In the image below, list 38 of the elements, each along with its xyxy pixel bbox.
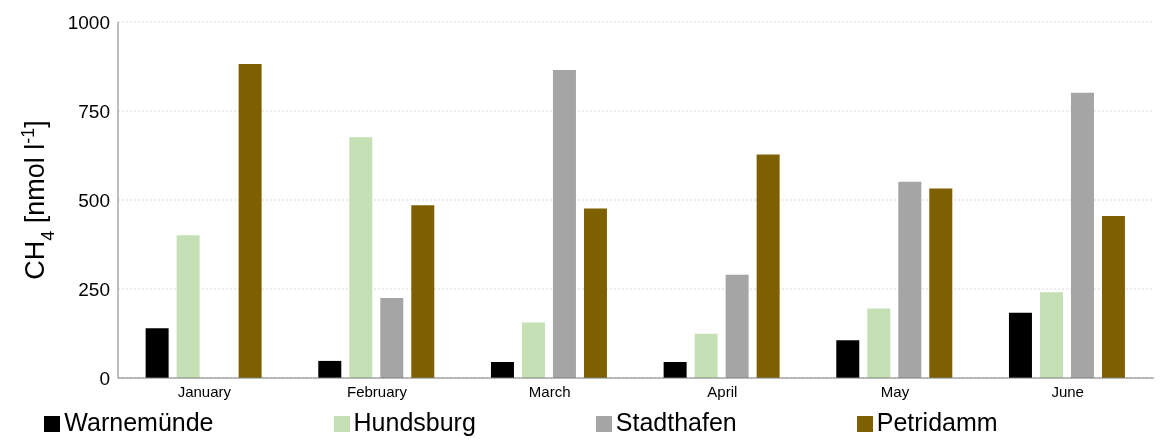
x-tick-label: June [1051,382,1084,400]
x-tick-label: January [177,382,232,400]
bar [1008,312,1032,378]
bar [318,360,342,378]
legend-label: Warnemünde [64,408,214,436]
y-tick-label: 250 [78,278,110,300]
bar [176,235,200,378]
bar [663,361,687,378]
bar [1039,292,1063,378]
x-tick-label: February [346,382,408,400]
bar [552,70,576,378]
bar [1101,216,1125,378]
y-tick-label: 1000 [67,11,110,33]
legend-label: Hundsburg [353,408,476,436]
x-tick-label: May [880,382,910,400]
bar [725,274,749,378]
bar [380,297,404,378]
y-tick-label: 0 [99,367,110,389]
bar [898,181,922,378]
bar [521,322,545,378]
bar [867,308,891,378]
x-tick-label: April [707,382,738,400]
bar [836,340,860,378]
x-tick-label: March [528,382,571,400]
bar [238,64,262,378]
bar [1070,92,1094,378]
y-tick-label: 500 [78,189,110,211]
bar [694,333,718,378]
bar [145,328,169,378]
bar [583,208,607,378]
y-tick-label: 750 [78,100,110,122]
bar [411,205,435,378]
bar [756,154,780,378]
legend-label: Petridamm [876,408,998,436]
bar [929,188,953,378]
bar [349,137,373,378]
legend-label: Stadthafen [615,408,737,436]
bar [490,361,514,378]
